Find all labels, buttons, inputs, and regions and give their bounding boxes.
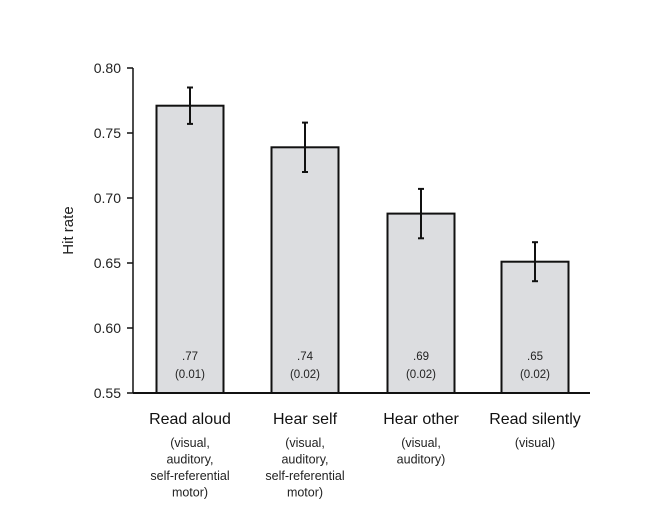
bar-value-label: .74 (297, 351, 314, 363)
bar-se-label: (0.02) (520, 369, 550, 381)
x-category-sublabel: self-referential (265, 469, 344, 483)
x-category-sublabel: motor) (172, 486, 208, 500)
y-tick-label: 0.70 (94, 190, 121, 206)
bar-value-label: .77 (182, 351, 198, 363)
y-tick-label: 0.65 (94, 255, 121, 271)
x-category-sublabel: auditory) (397, 453, 446, 467)
x-category-sublabel: (visual, (285, 436, 325, 450)
x-category-sublabel: auditory, (166, 453, 213, 467)
bar-se-label: (0.02) (290, 369, 320, 381)
y-tick-label: 0.80 (94, 60, 121, 76)
bar-se-label: (0.02) (406, 369, 436, 381)
x-category-label: Read aloud (149, 411, 231, 428)
x-category-sublabel: motor) (287, 486, 323, 500)
x-category-sublabel: (visual) (515, 436, 555, 450)
y-tick-label: 0.75 (94, 125, 121, 141)
bar (155, 104, 225, 394)
x-category-sublabel: (visual, (401, 436, 441, 450)
x-category-label: Read silently (489, 411, 581, 428)
x-category-sublabel: self-referential (150, 469, 229, 483)
x-category-label: Hear self (273, 411, 338, 428)
bar-value-label: .69 (413, 351, 429, 363)
x-category-sublabel: auditory, (281, 453, 328, 467)
bar (386, 212, 456, 394)
x-category-sublabel: (visual, (170, 436, 210, 450)
y-tick-label: 0.60 (94, 320, 121, 336)
y-tick-label: 0.55 (94, 385, 121, 401)
bar-se-label: (0.01) (175, 369, 205, 381)
y-axis-title: Hit rate (60, 206, 77, 254)
x-category-label: Hear other (383, 411, 459, 428)
bar-value-label: .65 (527, 351, 543, 363)
